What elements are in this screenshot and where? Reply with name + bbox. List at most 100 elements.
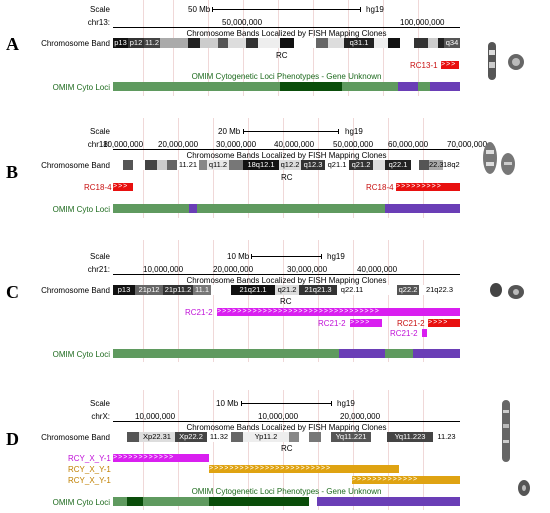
chromosome-label: chr18: xyxy=(87,140,110,149)
band: 18q12.1 xyxy=(243,160,279,170)
clone-label: RC21-2 xyxy=(397,319,425,328)
band-track-label[interactable]: Chromosome Band xyxy=(41,39,110,48)
coord-label: 10,000,000 xyxy=(258,412,299,421)
band: 11.21 xyxy=(177,160,199,170)
clone-feature[interactable]: >>>>>>>>>>>>> xyxy=(352,476,460,484)
rc-label: RC xyxy=(276,51,288,60)
omim-track-label[interactable]: OMIM Cyto Loci xyxy=(52,350,110,359)
band: 11.1 xyxy=(193,285,211,295)
clone-feature[interactable]: >>>> xyxy=(428,319,460,327)
band: 21q22.3 xyxy=(419,285,460,295)
omim-title: OMIM Cytogenetic Loci Phenotypes - Gene … xyxy=(191,487,382,496)
clone-label: RC18-4 xyxy=(366,183,394,192)
band-track-label[interactable]: Chromosome Band xyxy=(41,286,110,295)
clone-feature[interactable]: >>>> xyxy=(350,319,382,327)
coord-label: 20,000,000 xyxy=(340,412,381,421)
track-title: Chromosome Bands Localized by FISH Mappi… xyxy=(186,29,387,38)
chromosome-label: chrX: xyxy=(91,412,110,421)
coord-label: 40,000,000 xyxy=(357,265,398,274)
chromosome-label: chr21: xyxy=(87,265,110,274)
scale-bar xyxy=(212,9,360,10)
coord-label: 30,000,000 xyxy=(216,140,257,149)
rc-label: RC xyxy=(281,173,293,182)
metaphase-chromosome-image xyxy=(488,42,524,80)
clone-feature[interactable]: >>> xyxy=(113,183,133,191)
omim-title: OMIM Cytogenetic Loci Phenotypes - Gene … xyxy=(191,72,382,81)
band: p13 xyxy=(113,38,128,48)
panel-c: C Scale chr21: 10 Mb hg19 10,000,000 20,… xyxy=(0,240,550,365)
clone-feature[interactable]: >>> xyxy=(441,61,459,69)
panel-letter: A xyxy=(6,34,19,54)
clone-label: RC21-2 xyxy=(185,308,213,317)
panel-letter: D xyxy=(6,429,19,449)
band: Yp11.2 xyxy=(243,432,289,442)
coord-label: 10,000,000 xyxy=(135,412,176,421)
scale-label: Scale xyxy=(89,252,110,261)
scale-label: Scale xyxy=(89,127,110,136)
assembly-label: hg19 xyxy=(337,399,355,408)
coord-label: 60,000,000 xyxy=(388,140,429,149)
clone-feature[interactable] xyxy=(422,329,427,337)
scale-bar-label: 50 Mb xyxy=(188,5,211,14)
clone-feature[interactable]: >>>>>>>>>>>> xyxy=(113,454,209,462)
coord-label: 40,000,000 xyxy=(274,140,315,149)
band: 22.3 xyxy=(429,160,443,170)
band-track-label[interactable]: Chromosome Band xyxy=(41,433,110,442)
clone-label: RC21-2 xyxy=(318,319,346,328)
track-title: Chromosome Bands Localized by FISH Mappi… xyxy=(186,276,387,285)
scale-bar xyxy=(251,256,321,257)
coord-label: 50,000,000 xyxy=(333,140,374,149)
band: q12.3 xyxy=(301,160,325,170)
scale-bar-label: 10 Mb xyxy=(216,399,239,408)
omim-track-label[interactable]: OMIM Cyto Loci xyxy=(52,498,110,507)
band: 21p11.2 xyxy=(163,285,193,295)
band: q31.1 xyxy=(344,38,374,48)
chromosome-label: chr13: xyxy=(87,18,110,27)
browser-tracks xyxy=(113,240,460,362)
clone-label: RCY_X_Y-1 xyxy=(68,465,111,474)
metaphase-chromosome-image xyxy=(483,142,515,175)
rc-label: RC xyxy=(280,297,292,306)
scale-bar-label: 20 Mb xyxy=(218,127,241,136)
panel-a: A Scale chr13: 50 Mb hg19 50,000,000 100… xyxy=(0,0,550,115)
band: 21q21.3 xyxy=(299,285,337,295)
band-track-label[interactable]: Chromosome Band xyxy=(41,161,110,170)
clone-label: RC18-4 xyxy=(84,183,112,192)
coord-label: 20,000,000 xyxy=(213,265,254,274)
clone-feature[interactable]: >>>>>>>>> xyxy=(396,183,460,191)
band: p13 xyxy=(113,285,135,295)
omim-track-label[interactable]: OMIM Cyto Loci xyxy=(52,83,110,92)
band: Xp22.2 xyxy=(175,432,207,442)
omim-track-label[interactable]: OMIM Cyto Loci xyxy=(52,205,110,214)
clone-label: RC21-2 xyxy=(390,329,418,338)
band: q21.1 xyxy=(325,160,349,170)
track-title: Chromosome Bands Localized by FISH Mappi… xyxy=(186,151,387,160)
assembly-label: hg19 xyxy=(345,127,363,136)
band: q22.1 xyxy=(385,160,411,170)
band: q34 xyxy=(444,38,460,48)
browser-tracks xyxy=(113,390,460,510)
band: 11.23 xyxy=(433,432,460,442)
coord-label: 10,000,000 xyxy=(143,265,184,274)
band: 11.2 xyxy=(144,38,160,48)
panel-b: B Scale chr18: 20 Mb hg19 10,000,000 20,… xyxy=(0,118,550,223)
band: 21p12 xyxy=(135,285,163,295)
band: p12 xyxy=(128,38,144,48)
coord-label: 10,000,000 xyxy=(103,140,144,149)
scale-bar xyxy=(241,403,331,404)
band: Yq11.223 xyxy=(387,432,433,442)
band: q22.2 xyxy=(397,285,419,295)
track-title: Chromosome Bands Localized by FISH Mappi… xyxy=(186,423,387,432)
clone-label: RCY_X_Y-1 xyxy=(68,476,111,485)
coord-label: 100,000,000 xyxy=(400,18,445,27)
browser-tracks xyxy=(113,0,460,96)
band: 21q21.1 xyxy=(231,285,275,295)
panel-letter: B xyxy=(6,162,19,182)
clone-feature[interactable]: >>>>>>>>>>>>>>>>>>>>>>>>>>>>>>>> xyxy=(217,308,460,316)
band: q12.2 xyxy=(279,160,301,170)
band: Yq11.221 xyxy=(331,432,371,442)
band: q21.2 xyxy=(275,285,299,295)
clone-feature[interactable]: >>>>>>>>>>>>>>>>>>>>>>>> xyxy=(209,465,399,473)
band: q21.2 xyxy=(349,160,373,170)
coord-label: 50,000,000 xyxy=(222,18,263,27)
